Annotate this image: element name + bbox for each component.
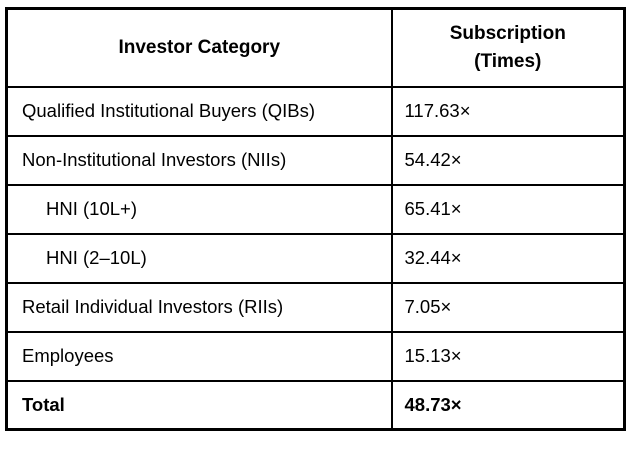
category-cell: Total bbox=[5, 379, 393, 431]
value-cell: 117.63× bbox=[390, 85, 626, 137]
table-row-hni-2-10l: HNI (2–10L) 32.44× bbox=[5, 232, 626, 284]
value-cell: 54.42× bbox=[390, 134, 626, 186]
column-header-investor-category: Investor Category bbox=[5, 7, 393, 88]
value-cell: 65.41× bbox=[390, 183, 626, 235]
category-cell: Employees bbox=[5, 330, 393, 382]
value-cell: 15.13× bbox=[390, 330, 626, 382]
category-cell: Non-Institutional Investors (NIIs) bbox=[5, 134, 393, 186]
table-row-hni-10l-plus: HNI (10L+) 65.41× bbox=[5, 183, 626, 235]
column-header-subscription-times: Subscription (Times) bbox=[390, 7, 626, 88]
category-cell: HNI (2–10L) bbox=[5, 232, 393, 284]
subscription-table: Investor Category Subscription (Times) Q… bbox=[5, 7, 626, 431]
table-row-riis: Retail Individual Investors (RIIs) 7.05× bbox=[5, 281, 626, 333]
header-row: Investor Category Subscription (Times) bbox=[5, 7, 626, 88]
value-cell: 48.73× bbox=[390, 379, 626, 431]
table-row-niis: Non-Institutional Investors (NIIs) 54.42… bbox=[5, 134, 626, 186]
table-row-employees: Employees 15.13× bbox=[5, 330, 626, 382]
table-row-qibs: Qualified Institutional Buyers (QIBs) 11… bbox=[5, 85, 626, 137]
value-cell: 32.44× bbox=[390, 232, 626, 284]
category-cell: Qualified Institutional Buyers (QIBs) bbox=[5, 85, 393, 137]
category-cell: Retail Individual Investors (RIIs) bbox=[5, 281, 393, 333]
category-cell: HNI (10L+) bbox=[5, 183, 393, 235]
table-row-total: Total 48.73× bbox=[5, 379, 626, 431]
value-cell: 7.05× bbox=[390, 281, 626, 333]
